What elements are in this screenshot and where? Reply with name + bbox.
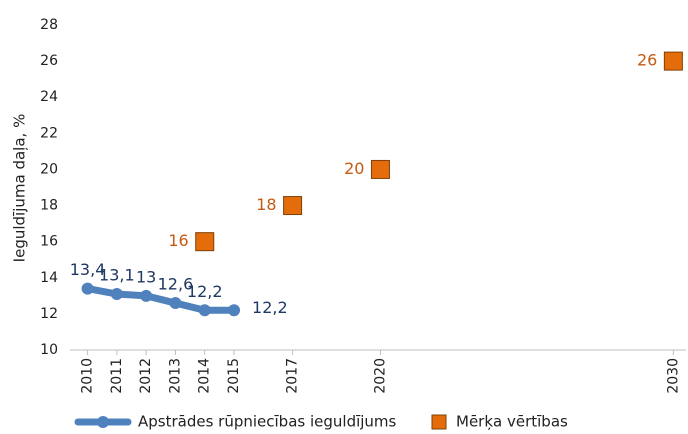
- data-label: 13,1: [99, 266, 135, 285]
- point: [198, 304, 211, 317]
- point: [81, 282, 94, 295]
- x-tick-label: 2013: [167, 358, 183, 394]
- y-tick-label: 18: [40, 198, 58, 214]
- x-tick-label: 2020: [372, 358, 388, 394]
- marker: [283, 196, 303, 216]
- y-tick-label: 16: [40, 234, 58, 250]
- y-tick-label: 14: [40, 270, 58, 286]
- y-tick-label: 12: [40, 306, 58, 322]
- x-tick-label: 2030: [665, 358, 681, 394]
- y-tick-label: 20: [40, 161, 58, 177]
- x-tick-label: 2011: [109, 358, 125, 394]
- data-label: 12,2: [187, 282, 223, 301]
- point: [110, 288, 123, 301]
- y-axis-label: Ieguldījuma daļa, %: [11, 114, 29, 263]
- marker: [370, 159, 390, 179]
- y-tick-label: 10: [40, 342, 58, 358]
- point: [228, 304, 241, 317]
- data-label: 13: [136, 267, 156, 286]
- y-tick-label: 24: [40, 89, 58, 105]
- legend-label: Mērķa vērtības: [456, 413, 568, 431]
- y-tick-label: 22: [40, 125, 58, 141]
- point: [140, 289, 153, 302]
- data-label: 13,4: [70, 260, 106, 279]
- data-label: 12,6: [158, 275, 194, 294]
- x-tick-label: 2014: [197, 358, 213, 394]
- data-label: 26: [637, 51, 657, 70]
- data-label: 20: [344, 159, 364, 178]
- point: [169, 297, 182, 310]
- data-label: 18: [256, 195, 276, 214]
- data-label: 12,2: [252, 298, 288, 317]
- y-tick-label: 26: [40, 53, 58, 69]
- x-tick-label: 2010: [80, 358, 96, 394]
- x-tick-label: 2012: [138, 358, 154, 394]
- legend-swatch: [431, 414, 447, 430]
- legend-label: Apstrādes rūpniecības ieguldījums: [138, 413, 397, 431]
- y-tick-label: 28: [40, 17, 58, 33]
- data-label: 16: [168, 231, 188, 250]
- marker: [195, 232, 215, 252]
- x-tick-label: 2017: [285, 358, 301, 394]
- marker: [663, 51, 683, 71]
- x-tick-label: 2015: [226, 358, 242, 394]
- legend-swatch: [97, 416, 109, 428]
